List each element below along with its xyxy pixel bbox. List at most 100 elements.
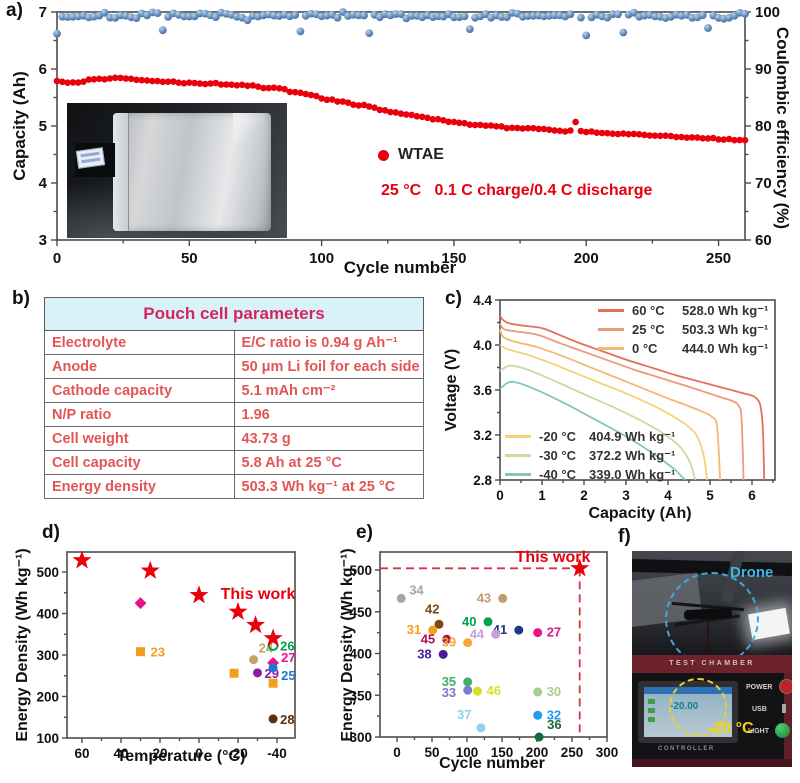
legend-temperature: 60 °C [632,303,682,318]
pouch-cell [113,113,271,231]
table-title: Pouch cell parameters [45,298,424,331]
legend-line-swatch [505,454,531,457]
svg-text:6: 6 [39,61,47,78]
reference-points: 23242926272528 [135,597,296,727]
svg-text:5: 5 [39,118,47,135]
svg-text:50: 50 [181,250,198,267]
light-button[interactable] [775,723,790,738]
svg-text:4.4: 4.4 [473,293,492,308]
d-xlabel: Temperature (°C) [117,748,246,766]
legend-line-swatch [505,435,531,438]
svg-text:4: 4 [664,488,672,503]
screen-icon [648,699,655,704]
svg-text:3: 3 [39,232,47,249]
plot-frame [380,552,607,737]
usb-label: USB [752,706,767,713]
screen-icon [648,708,655,713]
reference-number-label: 44 [470,626,485,641]
table-row: Energy density503.3 Wh kg⁻¹ at 25 °C [45,475,424,499]
legend-energy-value: 503.3 Wh kg⁻¹ [682,322,768,338]
table-row: Cathode capacity5.1 mAh cm⁻² [45,379,424,403]
svg-text:400: 400 [36,607,59,622]
legend-temperature: -20 °C [539,429,589,444]
svg-text:7: 7 [39,4,47,21]
figure: a) 0501001502002503456760708090100 Capac… [0,0,800,783]
reference-number-label: 37 [457,707,471,722]
energy-density-temperature-chart: 6040200-20-40100200300400500232429262725… [0,520,330,783]
reference-number-label: 28 [280,712,294,727]
reference-number-label: 42 [425,601,439,616]
pouch-cell-photo [67,103,287,238]
svg-text:200: 200 [574,250,599,267]
legend-energy-value: 339.0 Wh kg⁻¹ [589,467,675,483]
reference-number-label: 27 [547,625,561,640]
parameter-name: Electrolyte [45,331,235,355]
a-ylabel-left: Capacity (Ah) [10,71,30,181]
legend-row: -40 °C339.0 Wh kg⁻¹ [505,467,675,482]
legend-energy-value: 372.2 Wh kg⁻¹ [589,448,675,464]
legend-row: -20 °C404.9 Wh kg⁻¹ [505,429,675,444]
svg-text:5: 5 [706,488,714,503]
legend-temperature: 0 °C [632,341,682,356]
svg-text:100: 100 [309,250,334,267]
c-legend-high-temp: 60 °C528.0 Wh kg⁻¹25 °C503.3 Wh kg⁻¹0 °C… [598,303,768,356]
parameter-value: 1.96 [234,403,424,427]
pouch-label-sticker [76,147,105,169]
d-ylabel: Energy Density (Wh kg⁻¹) [12,548,32,741]
table-row: N/P ratio1.96 [45,403,424,427]
svg-text:100: 100 [755,4,780,21]
reference-number-label: 27 [281,650,295,665]
svg-text:70: 70 [755,175,772,192]
table-row: Cell capacity5.8 Ah at 25 °C [45,451,424,475]
svg-text:-40: -40 [267,746,287,761]
drone-test-chamber-photo: Drone TEST CHAMBER -20.00 CONTROLLER -20… [632,551,792,767]
svg-text:3.2: 3.2 [473,428,492,443]
legend-energy-value: 404.9 Wh kg⁻¹ [589,429,675,445]
svg-text:0: 0 [496,488,504,503]
svg-text:1: 1 [538,488,546,503]
legend-line-swatch [598,347,624,350]
reference-number-label: 34 [409,582,424,597]
usb-port[interactable] [782,704,786,713]
chamber-bottom-edge [632,759,792,767]
svg-text:60: 60 [74,746,89,761]
power-button[interactable] [779,679,792,694]
svg-text:300: 300 [596,745,619,760]
panel-b-label: b) [12,288,30,310]
legend-temperature: 25 °C [632,322,682,337]
svg-text:2.8: 2.8 [473,473,492,488]
a-test-condition: 25 °C 0.1 C charge/0.4 C discharge [381,182,652,200]
d-this-work-annotation: This work [221,586,296,604]
panel-f-label: f) [618,526,631,548]
reference-number-label: 39 [442,635,456,650]
svg-text:80: 80 [755,118,772,135]
parameter-value: E/C ratio is 0.94 g Ah⁻¹ [234,331,424,355]
svg-text:4.0: 4.0 [473,338,492,353]
reference-number-label: 38 [417,646,431,661]
c-legend-low-temp: -20 °C404.9 Wh kg⁻¹ -30 °C372.2 Wh kg⁻¹ -4… [505,429,675,482]
a-ylabel-right: Coulombic efficiency (%) [772,27,792,229]
reference-number-label: 23 [151,645,165,660]
legend-line-swatch [598,309,624,312]
a-legend-series-label: WTAE [398,146,444,164]
parameter-name: Cathode capacity [45,379,235,403]
c-ylabel: Voltage (V) [443,349,461,431]
svg-text:60: 60 [755,232,772,249]
reference-number-label: 33 [442,685,456,700]
reference-number-label: 25 [281,668,295,683]
controller-label: CONTROLLER [658,746,715,752]
table-row: Cell weight43.73 g [45,427,424,451]
parameter-value: 5.8 Ah at 25 °C [234,451,424,475]
pouch-corner-crease [233,113,271,143]
svg-text:50: 50 [424,745,439,760]
legend-row: 0 °C444.0 Wh kg⁻¹ [598,341,768,356]
power-label: POWER [746,684,772,691]
pouch-cell-parameters-table: Pouch cell parameters ElectrolyteE/C rat… [44,297,424,499]
legend-row: -30 °C372.2 Wh kg⁻¹ [505,448,675,463]
legend-row: 25 °C503.3 Wh kg⁻¹ [598,322,768,337]
svg-text:250: 250 [561,745,584,760]
parameter-value: 5.1 mAh cm⁻² [234,379,424,403]
reference-number-label: 31 [407,622,421,637]
light-label: LIGHT [748,728,769,735]
parameter-name: Energy density [45,475,235,499]
